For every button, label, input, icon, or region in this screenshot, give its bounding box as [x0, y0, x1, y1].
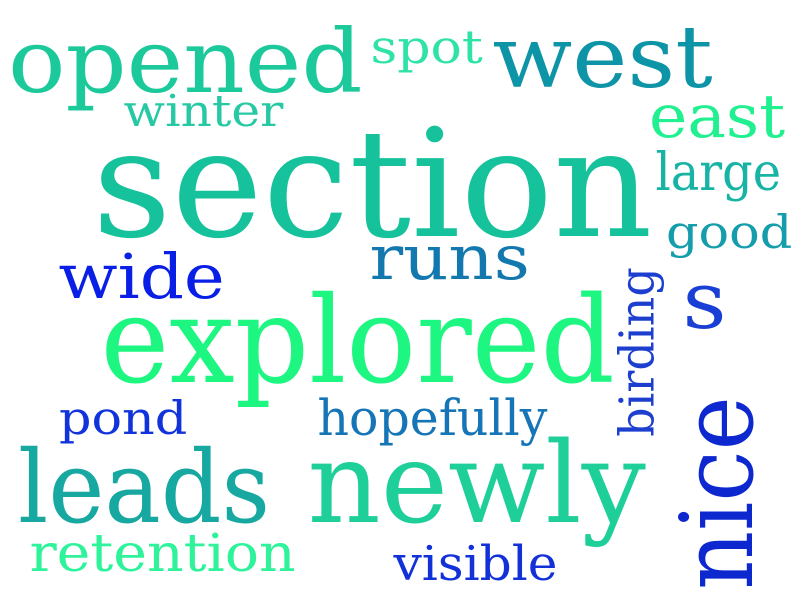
word-retention: retention [28, 524, 296, 584]
word-good: good [666, 205, 793, 259]
word-runs: runs [368, 221, 530, 294]
word-section: section [91, 98, 653, 272]
word-east: east [649, 82, 786, 152]
word-nice: nice [658, 396, 776, 590]
word-birding: birding [608, 267, 665, 437]
word-leads: leads [18, 429, 271, 546]
word-large: large [654, 143, 781, 203]
word-visible: visible [392, 536, 557, 592]
word-opened: opened [7, 10, 363, 113]
word-winter: winter [123, 86, 283, 137]
word-spot: spot [370, 20, 483, 74]
word-explored: explored [100, 272, 615, 411]
word-wide: wide [57, 240, 225, 313]
word-hopefully: hopefully [316, 389, 547, 447]
word-s: s [682, 254, 727, 347]
word-pond: pond [59, 391, 188, 445]
word-newly: newly [306, 419, 646, 549]
word-west: west [491, 8, 713, 108]
